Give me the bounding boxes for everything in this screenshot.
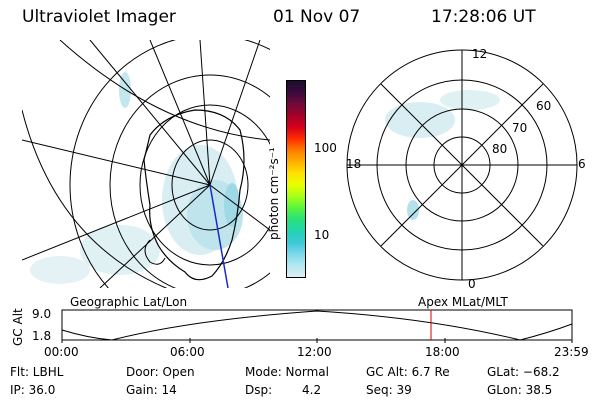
time-label: 17:28:06 UT	[431, 7, 536, 27]
glat-info: GLat: −68.2	[487, 365, 560, 379]
auroral-emission-geo	[30, 72, 243, 284]
lat-label-70: 70	[512, 121, 528, 135]
instrument-title: Ultraviolet Imager	[22, 7, 176, 27]
dsp-label: Dsp:	[245, 383, 273, 397]
lat-label-60: 60	[536, 99, 552, 113]
meridian-4	[209, 40, 261, 186]
colorbar-tick-10: 10	[314, 228, 330, 242]
meridian-2	[149, 40, 211, 186]
meridian-1	[89, 40, 211, 186]
mlt-label-6: 6	[578, 157, 586, 171]
outer-arc-2	[59, 40, 270, 141]
lat-label-80: 80	[492, 142, 508, 156]
meridian-8	[209, 184, 270, 231]
glon-info: GLon: 38.5	[487, 383, 553, 397]
meridian-3	[199, 40, 211, 186]
satellite-track	[209, 184, 229, 288]
lat-circle-4	[69, 40, 270, 288]
xtick-label-1200: 12:00	[297, 345, 332, 359]
auroral-emission-polar-3	[407, 200, 419, 220]
colorbar	[286, 80, 306, 278]
door-info: Door: Open	[126, 365, 195, 379]
mlt-line-diag-2	[380, 83, 544, 247]
xtick-label-0600: 06:00	[170, 345, 205, 359]
altitude-ytick-low: 1.8	[32, 329, 52, 343]
xtick-label-2359: 23:59	[554, 345, 589, 359]
lat-circle-1	[109, 74, 270, 288]
polar-panel-label: Apex MLat/MLT	[418, 295, 508, 309]
altitude-ytick-high: 9.0	[32, 307, 52, 321]
ip-info: IP: 36.0	[10, 383, 56, 397]
meridian-5	[22, 139, 211, 186]
meridian-6	[22, 184, 211, 261]
mode-info: Mode: Normal	[245, 365, 329, 379]
auroral-emission-polar-2	[440, 90, 500, 110]
geo-panel-label: Geographic Lat/Lon	[70, 295, 188, 309]
meridian-7	[99, 184, 211, 288]
lat-circle-2	[139, 104, 270, 266]
dsp-value: 4.2	[302, 383, 322, 397]
gc-alt-info: GC Alt: 6.7 Re	[366, 365, 450, 379]
seq-info: Seq: 39	[366, 383, 412, 397]
mlt-label-0: 0	[468, 277, 476, 291]
altitude-plot-frame	[61, 309, 573, 341]
coastline	[143, 109, 245, 281]
date-label: 01 Nov 07	[273, 7, 361, 27]
mlt-label-18: 18	[346, 157, 362, 171]
colorbar-tick-100: 100	[314, 141, 337, 155]
mlt-label-12: 12	[472, 47, 488, 61]
altitude-ylabel: GC Alt	[11, 308, 25, 346]
lat-circle-3	[171, 139, 249, 231]
auroral-emission-polar-1	[385, 102, 455, 138]
xtick-label-1800: 18:00	[425, 345, 460, 359]
gain-info: Gain: 14	[126, 383, 177, 397]
xtick-label-0000: 00:00	[44, 345, 79, 359]
outer-arc-1	[22, 109, 168, 288]
altitude-curve	[61, 310, 573, 341]
coastline-peninsula	[144, 239, 166, 265]
filter-info: Flt: LBHL	[10, 365, 64, 379]
